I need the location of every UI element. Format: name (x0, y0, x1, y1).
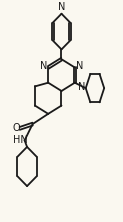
Text: N: N (78, 82, 86, 92)
Text: O: O (12, 123, 20, 133)
Text: N: N (58, 2, 65, 12)
Text: N: N (40, 61, 47, 71)
Text: N: N (76, 61, 83, 71)
Text: HN: HN (13, 135, 27, 145)
